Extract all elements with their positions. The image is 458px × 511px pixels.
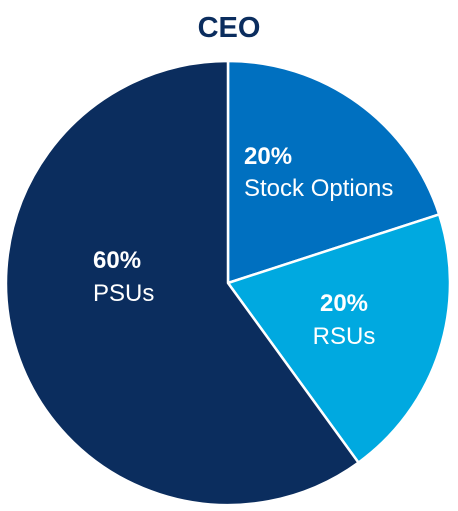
pie-slices (4, 59, 452, 507)
pie-slice-psus (4, 59, 360, 507)
slice-name-label: PSUs (93, 280, 154, 307)
pie-slice-stock-options (226, 59, 441, 285)
pie-slice-rsus (226, 213, 452, 464)
chart-title: CEO (197, 12, 261, 44)
slice-percent-label: 60% (93, 247, 141, 274)
slice-name-label: Stock Options (244, 175, 393, 202)
slice-percent-label: 20% (244, 143, 292, 170)
slice-name-label: RSUs (313, 323, 376, 350)
slice-percent-label: 20% (320, 290, 368, 317)
pie-labels: 20% Stock Options 20% RSUs 60% PSUs (93, 143, 393, 350)
